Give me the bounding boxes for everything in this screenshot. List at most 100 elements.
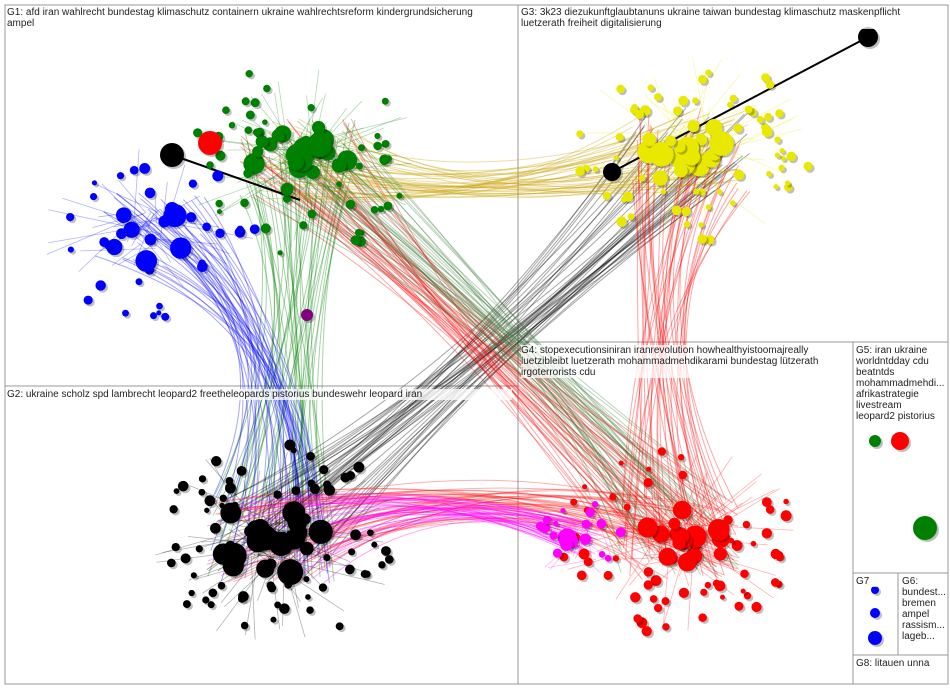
group-label: G1: afd iran wahlrecht bundestag klimasc… <box>7 7 512 29</box>
node <box>160 143 184 167</box>
node <box>122 309 129 317</box>
node <box>582 484 588 490</box>
edge <box>575 506 599 559</box>
group-label-line: ampel <box>902 609 930 620</box>
node <box>570 498 578 506</box>
node <box>202 222 211 232</box>
node <box>733 123 743 133</box>
edge <box>292 107 698 199</box>
node <box>775 109 784 118</box>
edge <box>210 493 596 527</box>
node <box>252 145 264 158</box>
edge <box>286 164 723 510</box>
edge <box>224 503 584 548</box>
edge <box>173 216 318 510</box>
node <box>612 555 620 562</box>
edge <box>254 178 661 551</box>
node <box>868 631 882 645</box>
edge <box>346 128 726 180</box>
edge <box>252 499 668 579</box>
edge <box>91 182 159 213</box>
node <box>581 519 591 529</box>
edge <box>245 155 743 550</box>
node <box>238 591 249 602</box>
edge <box>258 553 385 585</box>
edge <box>247 489 657 522</box>
node <box>215 150 226 161</box>
edge <box>671 110 676 155</box>
edge <box>255 161 736 527</box>
edge <box>48 209 161 234</box>
edge <box>220 107 687 504</box>
edge <box>235 153 718 544</box>
node <box>345 199 356 210</box>
node <box>250 98 260 108</box>
node <box>549 531 558 540</box>
edge <box>279 181 304 544</box>
group-label-line: worldntdday cdu <box>856 356 929 367</box>
edge <box>269 179 321 531</box>
group-label: G4: stopexecutionsiniran iranrevolution … <box>521 345 849 378</box>
edge <box>297 154 728 514</box>
edge <box>660 454 698 523</box>
node <box>185 212 197 223</box>
edge <box>293 170 717 574</box>
edge <box>281 173 344 239</box>
node <box>307 132 332 157</box>
node <box>756 115 764 124</box>
node <box>633 614 642 623</box>
edge <box>296 502 729 544</box>
group-label-line: mohammadmehdi... <box>856 378 945 389</box>
edge <box>349 194 687 571</box>
node <box>649 141 674 167</box>
edge <box>257 136 702 575</box>
node <box>637 517 658 538</box>
group-label-line: beatntds <box>856 367 895 378</box>
node <box>256 559 275 578</box>
edge <box>314 190 716 557</box>
edge <box>665 143 706 513</box>
edge <box>606 501 663 556</box>
edge <box>291 169 622 551</box>
node <box>280 182 294 196</box>
node <box>646 466 652 472</box>
edge <box>334 171 639 533</box>
node <box>66 212 75 222</box>
edge <box>190 211 295 535</box>
group-label-line: ampel <box>7 18 35 29</box>
edge <box>290 131 298 543</box>
node <box>697 74 707 84</box>
node <box>367 529 374 536</box>
node <box>673 106 683 116</box>
node <box>678 470 688 480</box>
edge <box>212 152 292 516</box>
node <box>248 532 261 545</box>
edge <box>295 502 646 546</box>
edge <box>321 190 347 582</box>
edge <box>547 521 576 529</box>
edge <box>282 199 723 533</box>
edge <box>137 208 160 232</box>
node <box>891 432 909 450</box>
group-label-line: G5: iran ukraine <box>856 345 928 356</box>
edge <box>122 258 319 557</box>
node <box>222 106 230 115</box>
node <box>576 570 587 581</box>
node <box>714 580 726 592</box>
node <box>335 622 344 631</box>
node <box>204 495 216 507</box>
node <box>306 451 316 461</box>
node <box>106 238 123 256</box>
node <box>282 501 306 525</box>
edge <box>644 124 662 533</box>
node <box>761 126 773 137</box>
edge <box>344 122 719 579</box>
node <box>678 95 689 106</box>
node <box>618 460 624 466</box>
node <box>228 121 236 129</box>
edge <box>340 163 638 199</box>
edge <box>315 192 347 578</box>
edge <box>337 138 621 550</box>
edge <box>206 498 593 527</box>
node <box>591 500 599 508</box>
